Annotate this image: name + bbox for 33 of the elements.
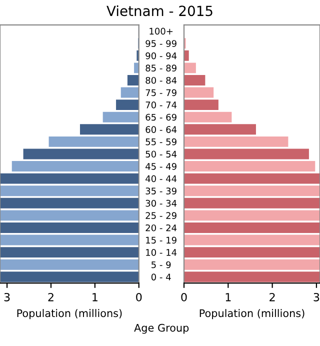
y-tick-label: 60 - 64 <box>146 126 177 133</box>
x-tick-label: 2 <box>270 292 275 302</box>
x-tick-label: 1 <box>226 293 231 302</box>
y-tick-label: 25 - 29 <box>146 212 176 219</box>
x-axis-title: Population (millions) <box>200 309 304 320</box>
y-tick-label: 70 - 74 <box>146 102 177 108</box>
x-tick-label: 0 <box>181 292 187 302</box>
y-tick-label: 30 - 34 <box>146 200 177 207</box>
y-tick-label: 85 - 89 <box>146 64 176 72</box>
y-tick-label: 35 - 39 <box>146 188 176 194</box>
x-tick-label: 0 <box>136 292 142 302</box>
y-tick-label: 10 - 14 <box>146 249 177 256</box>
y-tick-label: 50 - 54 <box>146 150 177 158</box>
y-tick-label: 90 - 94 <box>146 52 177 60</box>
x-tick-label: 1 <box>92 293 98 302</box>
y-tick-label: 15 - 19 <box>146 236 176 244</box>
y-tick-label: 45 - 49 <box>146 162 176 170</box>
x-tick-label: 2 <box>48 292 54 302</box>
y-tick-label: 0 - 4 <box>151 274 171 280</box>
y-tick-label: 95 - 99 <box>146 40 176 47</box>
y-tick-label: 55 - 59 <box>146 138 176 146</box>
x-tick-label: 3 <box>4 292 10 302</box>
text: Age Group <box>134 324 189 334</box>
y-tick-label: 65 - 69 <box>146 114 176 121</box>
y-tick-label: 100+ <box>150 28 173 35</box>
x-axis-title: Population (millions) <box>17 309 122 320</box>
y-tick-label: 5 - 9 <box>152 261 171 268</box>
y-tick-label: 80 - 84 <box>146 76 177 84</box>
x-tick-label: 3 <box>314 292 320 302</box>
y-tick-label: 75 - 79 <box>146 89 176 96</box>
y-tick-label: 20 - 24 <box>146 224 177 232</box>
chart-title: Vietnam - 2015 <box>106 5 212 16</box>
y-tick-label: 40 - 44 <box>146 175 177 182</box>
